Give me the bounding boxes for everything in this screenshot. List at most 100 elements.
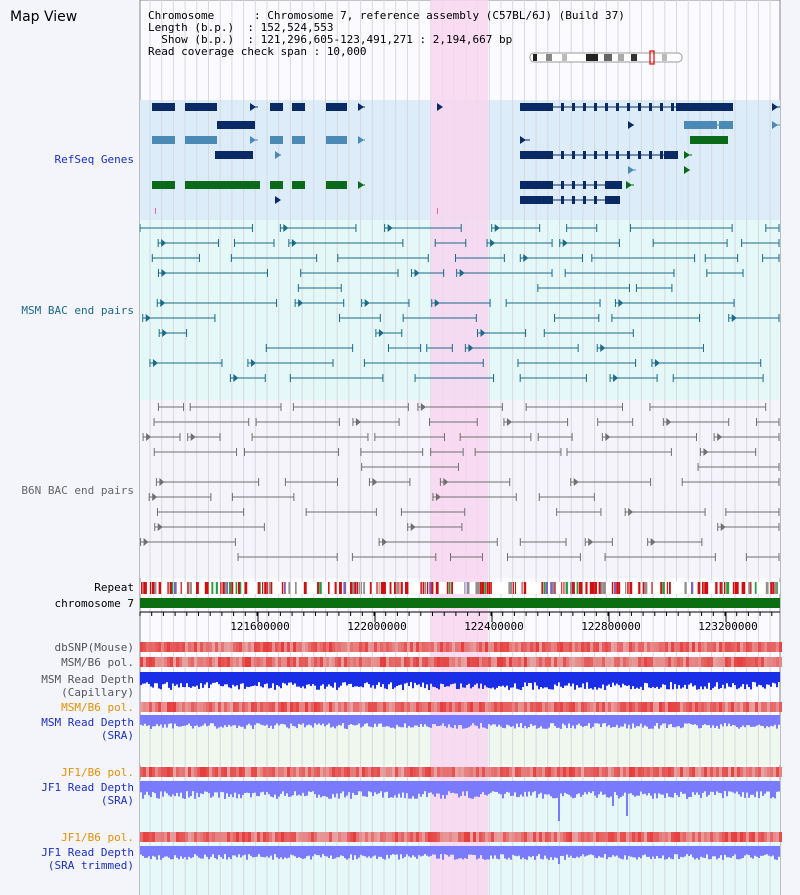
track-label-msm-bac[interactable]: MSM BAC end pairs xyxy=(21,304,134,317)
jf1-sra-depth-bar xyxy=(176,781,178,793)
msm-b6-pol-cell xyxy=(224,657,227,667)
repeat-mark xyxy=(550,582,553,594)
jf1-b6-pol2-cell xyxy=(497,832,500,842)
msm-sra-depth-bar xyxy=(596,715,598,724)
jf1-b6-pol2-cell xyxy=(173,832,176,842)
jf1-b6-pol-cell xyxy=(608,767,611,777)
jf1-trim-depth-bar xyxy=(488,846,490,860)
msm-sra-depth-bar xyxy=(286,715,288,728)
jf1-sra-depth-bar xyxy=(620,781,622,797)
msm-sra-depth-bar xyxy=(618,715,620,728)
b6n-pair-arrow xyxy=(143,538,149,546)
jf1-sra-depth-bar xyxy=(360,781,362,792)
jf1-sra-depth-bar xyxy=(456,781,458,794)
msm-sra-depth-bar xyxy=(252,715,254,729)
jf1-b6-pol2-cell xyxy=(458,832,461,842)
msm-b6-pol2-cell xyxy=(263,702,266,712)
gene-exon xyxy=(270,181,283,189)
jf1-sra-depth-bar xyxy=(732,781,734,793)
jf1-trim-depth-bar xyxy=(640,846,642,859)
jf1-b6-pol-cell xyxy=(278,767,281,777)
msm-capillary-depth-bar xyxy=(442,672,444,685)
dbsnp-cell xyxy=(155,642,158,652)
jf1-sra-depth-bar xyxy=(292,781,294,796)
msm-sra-depth-bar xyxy=(460,715,462,726)
jf1-sra-depth-bar xyxy=(210,781,212,798)
repeat-mark xyxy=(578,582,582,594)
msm-capillary-depth-bar xyxy=(532,672,534,690)
jf1-sra-depth-bar xyxy=(768,781,770,792)
gene-exon xyxy=(561,181,564,189)
gene-exon xyxy=(616,103,619,111)
msm-b6-pol2-cell xyxy=(350,702,353,712)
dbsnp-cell xyxy=(596,642,599,652)
jf1-trim-depth-bar xyxy=(692,846,694,858)
repeat-mark xyxy=(614,582,617,594)
jf1-trim-depth-bar xyxy=(406,846,408,855)
jf1-trim-depth-bar xyxy=(402,846,404,859)
gene-exon xyxy=(539,103,542,111)
jf1-trim-depth-bar xyxy=(556,846,558,859)
msm-b6-pol-cell xyxy=(686,657,689,667)
msm-capillary-depth-bar xyxy=(482,672,484,689)
gene-exon xyxy=(720,136,723,144)
msm-capillary-depth-bar xyxy=(272,672,274,684)
msm-pair-arrow xyxy=(298,299,304,307)
gene-exon xyxy=(236,121,239,129)
msm-b6-pol2-cell xyxy=(476,702,479,712)
msm-sra-depth-bar xyxy=(638,715,640,727)
dbsnp-cell xyxy=(332,642,335,652)
gene-exon xyxy=(204,136,207,144)
jf1-b6-pol-cell xyxy=(140,767,143,777)
msm-sra-depth-bar xyxy=(584,715,586,727)
track-label-b6n-bac[interactable]: B6N BAC end pairs xyxy=(21,484,134,497)
msm-b6-pol-cell xyxy=(143,657,146,667)
msm-sra-depth-bar xyxy=(422,715,424,727)
gene-exon xyxy=(193,136,196,144)
msm-sra-depth-bar xyxy=(418,715,420,727)
repeat-mark xyxy=(545,582,548,594)
msm-sra-depth-bar xyxy=(426,715,428,727)
msm-b6-pol-cell xyxy=(569,657,572,667)
repeat-mark xyxy=(565,582,568,594)
msm-b6-pol-cell xyxy=(668,657,671,667)
jf1-b6-pol2-cell xyxy=(212,832,215,842)
dbsnp-cell xyxy=(317,642,320,652)
msm-b6-pol-cell xyxy=(770,657,773,667)
jf1-trim-depth-bar xyxy=(432,846,434,855)
jf1-b6-pol-cell xyxy=(662,767,665,777)
msm-sra-depth-bar xyxy=(454,715,456,725)
msm-capillary-depth-bar xyxy=(500,672,502,687)
jf1-trim-depth-bar xyxy=(300,846,302,859)
dbsnp-cell xyxy=(506,642,509,652)
msm-capillary-depth-bar xyxy=(676,672,678,689)
jf1-sra-depth-bar xyxy=(774,781,776,799)
jf1-b6-pol2-cell xyxy=(287,832,290,842)
msm-capillary-depth-bar xyxy=(582,672,584,684)
dbsnp-cell xyxy=(476,642,479,652)
jf1-b6-pol-cell xyxy=(284,767,287,777)
msm-b6-pol2-cell xyxy=(335,702,338,712)
jf1-b6-pol-cell xyxy=(422,767,425,777)
jf1-b6-pol2-cell xyxy=(227,832,230,842)
dbsnp-cell xyxy=(773,642,776,652)
jf1-b6-pol2-cell xyxy=(332,832,335,842)
track-label-refseq[interactable]: RefSeq Genes xyxy=(54,153,134,166)
msm-b6-pol2-cell xyxy=(518,702,521,712)
repeat-mark xyxy=(521,582,523,594)
chromosome-value: Chromosome 7, reference assembly (C57BL/… xyxy=(267,9,625,22)
jf1-b6-pol2-cell xyxy=(470,832,473,842)
msm-capillary-depth-bar xyxy=(678,672,680,686)
msm-sra-depth-bar xyxy=(590,715,592,729)
msm-b6-pol-cell xyxy=(659,657,662,667)
msm-b6-pol-cell xyxy=(272,657,275,667)
jf1-b6-pol-cell xyxy=(425,767,428,777)
track-label-chromosome: chromosome 7 xyxy=(54,597,134,610)
jf1-sra-depth-bar xyxy=(308,781,310,792)
msm-b6-pol2-cell xyxy=(653,702,656,712)
jf1-trim-depth-bar xyxy=(314,846,316,855)
msm-sra-depth-bar xyxy=(340,715,342,726)
dbsnp-cell xyxy=(422,642,425,652)
msm-b6-pol-cell xyxy=(419,657,422,667)
